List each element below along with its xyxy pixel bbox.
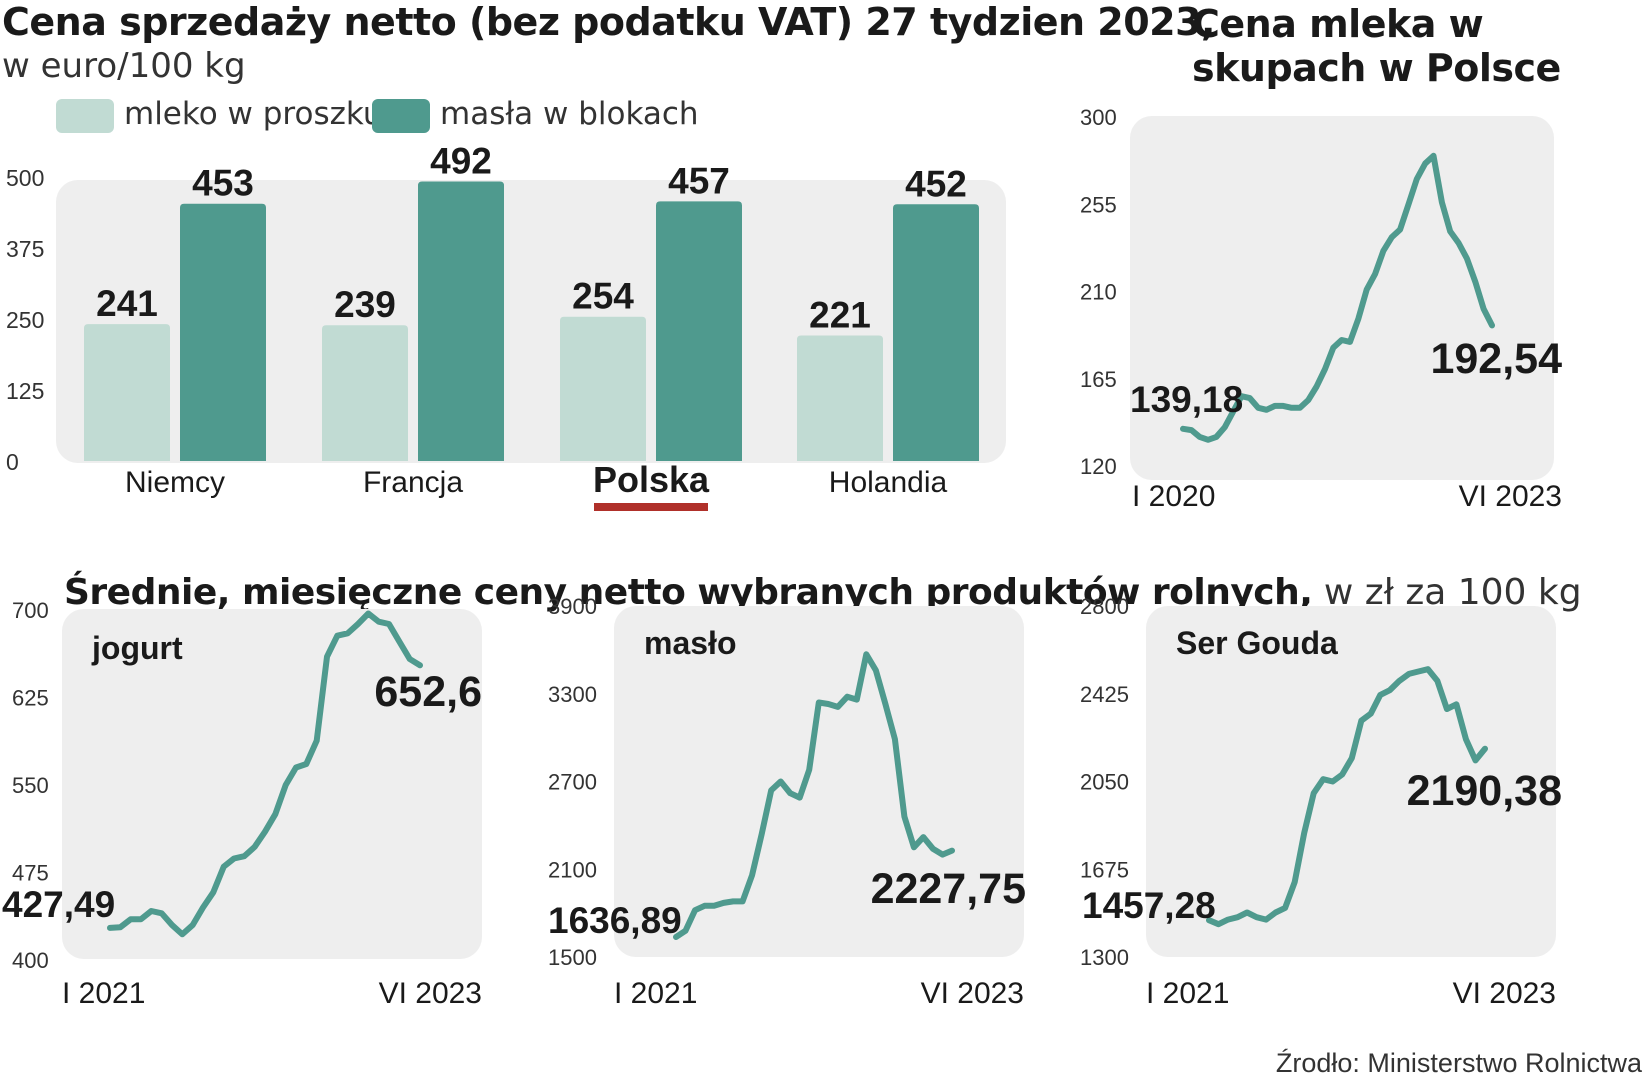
- bar-value-label: 457: [668, 160, 730, 201]
- yogurt-series-line: [107, 610, 423, 938]
- gouda-y-tick-2800: 2800: [1080, 594, 1129, 619]
- milk-start-value-label: 139,18: [1130, 379, 1243, 420]
- bar-polska-butter: [656, 201, 742, 461]
- gouda-series-line: [1206, 666, 1488, 928]
- butter-chart-panel: [614, 606, 1024, 957]
- milk-x-label-start: I 2020: [1132, 480, 1215, 513]
- legend-swatch-powder: [56, 99, 114, 133]
- bar-y-tick-500: 500: [6, 165, 44, 191]
- milk-y-tick-210: 210: [1080, 280, 1117, 305]
- butter-y-tick-2100: 2100: [548, 857, 597, 882]
- yogurt-start-value-label: 427,49: [2, 884, 115, 925]
- legend-swatch-butter: [372, 99, 430, 133]
- gouda-y-tick-2050: 2050: [1080, 770, 1129, 795]
- gouda-y-tick-2425: 2425: [1080, 682, 1129, 707]
- bar-holandia-powder: [797, 335, 883, 461]
- gouda-start-value-label: 1457,28: [1082, 885, 1216, 926]
- bar-y-tick-125: 125: [6, 378, 44, 404]
- gouda-chart-title: Ser Gouda: [1176, 625, 1338, 661]
- butter-start-value-label: 1636,89: [548, 900, 682, 941]
- milk-y-tick-300: 300: [1080, 105, 1117, 130]
- yogurt-x-label-end: VI 2023: [379, 977, 482, 1010]
- main-title-unit: w euro/100 kg: [2, 46, 246, 86]
- bar-francja-powder: [322, 325, 408, 461]
- bar-y-tick-250: 250: [6, 307, 44, 333]
- yogurt-chart-panel: [62, 609, 482, 959]
- milk-end-value-label: 192,54: [1430, 335, 1562, 383]
- bar-category-niemcy: Niemcy: [125, 466, 225, 499]
- butter-chart-title: masło: [644, 625, 736, 661]
- gouda-x-label-start: I 2021: [1146, 977, 1229, 1010]
- butter-y-tick-3300: 3300: [548, 682, 597, 707]
- milk-y-tick-165: 165: [1080, 367, 1117, 392]
- bottom-section-title: Średnie, miesięczne ceny netto wybranych…: [64, 572, 1582, 613]
- bar-value-label: 492: [430, 141, 492, 182]
- bar-value-label: 221: [809, 294, 871, 335]
- yogurt-y-tick-475: 475: [12, 861, 49, 886]
- main-title: Cena sprzedaży netto (bez podatku VAT) 2…: [2, 0, 1216, 44]
- legend-label-powder: mleko w proszku: [124, 96, 383, 132]
- bar-chart-panel: [56, 180, 1006, 463]
- milk-y-tick-120: 120: [1080, 454, 1117, 479]
- bar-y-tick-0: 0: [6, 449, 19, 475]
- bar-value-label: 254: [572, 276, 634, 317]
- bar-value-label: 452: [905, 163, 967, 204]
- source-note: Źrodło: Ministerstwo Rolnictwa: [1275, 1048, 1642, 1078]
- bar-category-francja: Francja: [363, 466, 463, 499]
- bar-category-polska: Polska: [593, 459, 710, 500]
- gouda-end-value-label: 2190,38: [1407, 767, 1562, 815]
- bar-value-label: 239: [334, 284, 396, 325]
- milk-chart-panel: [1130, 116, 1554, 480]
- yogurt-x-label-start: I 2021: [62, 977, 145, 1010]
- gouda-chart-panel: [1146, 606, 1556, 957]
- yogurt-y-tick-625: 625: [12, 686, 49, 711]
- milk-series-line: [1180, 152, 1495, 443]
- butter-y-tick-2700: 2700: [548, 770, 597, 795]
- highlight-underline: [594, 503, 708, 511]
- butter-series-line: [673, 651, 955, 940]
- butter-y-tick-1500: 1500: [548, 945, 597, 970]
- butter-x-label-start: I 2021: [614, 977, 697, 1010]
- yogurt-chart-title: jogurt: [91, 630, 183, 666]
- gouda-y-tick-1675: 1675: [1080, 857, 1129, 882]
- milk-x-label-end: VI 2023: [1459, 480, 1562, 513]
- yogurt-y-tick-550: 550: [12, 773, 49, 798]
- bar-niemcy-butter: [180, 203, 266, 462]
- bottom-title-unit: w zł za 100 kg: [1312, 572, 1582, 613]
- bar-category-holandia: Holandia: [829, 466, 948, 499]
- gouda-y-tick-1300: 1300: [1080, 945, 1129, 970]
- bar-niemcy-powder: [84, 324, 170, 461]
- gouda-x-label-end: VI 2023: [1453, 977, 1556, 1010]
- milk-chart-title: Cena mleka w skupach w Polsce: [1192, 2, 1561, 90]
- bar-value-label: 453: [192, 163, 254, 204]
- milk-y-tick-255: 255: [1080, 192, 1117, 217]
- bar-value-label: 241: [96, 283, 158, 324]
- butter-end-value-label: 2227,75: [871, 865, 1026, 913]
- yogurt-y-tick-700: 700: [12, 598, 49, 623]
- butter-y-tick-3900: 3900: [548, 594, 597, 619]
- butter-x-label-end: VI 2023: [921, 977, 1024, 1010]
- legend-label-butter: masła w blokach: [440, 96, 699, 132]
- bottom-title-bold: Średnie, miesięczne ceny netto wybranych…: [64, 572, 1313, 613]
- yogurt-y-tick-400: 400: [12, 948, 49, 973]
- bar-holandia-butter: [893, 204, 979, 461]
- yogurt-end-value-label: 652,6: [374, 668, 482, 716]
- bar-y-tick-375: 375: [6, 236, 44, 262]
- bar-polska-powder: [560, 316, 646, 461]
- bar-francja-butter: [418, 181, 504, 461]
